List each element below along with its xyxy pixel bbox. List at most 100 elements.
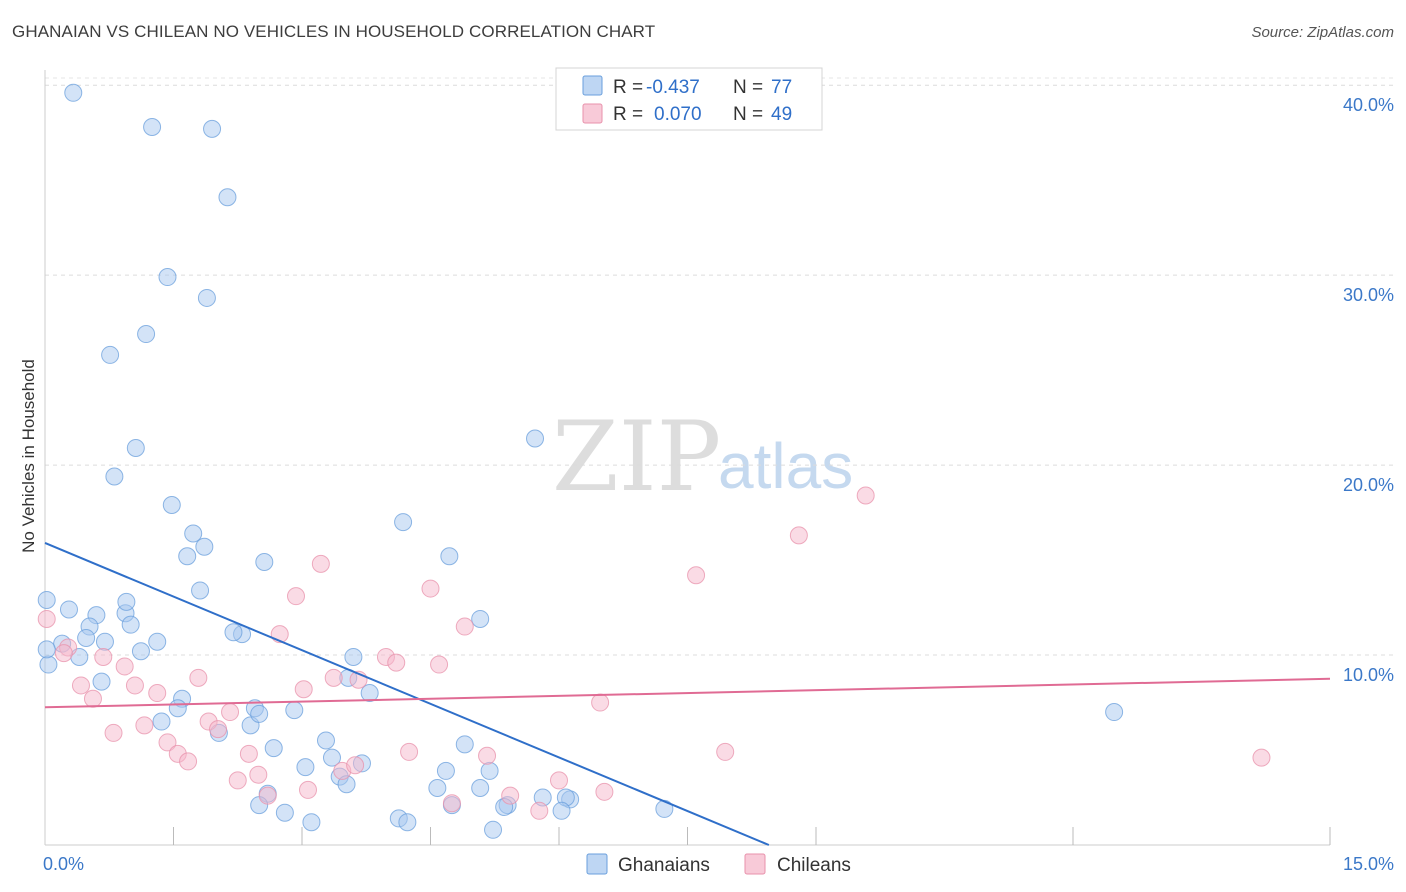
chilean-point [591, 693, 610, 712]
watermark-zip: ZIP [552, 401, 721, 513]
ghanaian-point [394, 513, 413, 532]
ghanaian-point [440, 547, 459, 566]
stats-r-label-ghanaians: R = [613, 77, 643, 98]
chilean-point [595, 782, 614, 801]
y-tick-label: 10.0% [1343, 665, 1394, 685]
chilean-point [158, 733, 177, 752]
stats-r-value-chileans: 0.070 [654, 104, 702, 125]
chilean-point [179, 752, 198, 771]
chilean-point [1252, 748, 1271, 767]
chilean-point [550, 771, 568, 790]
legend-swatch-chileans [744, 853, 766, 875]
chilean-point [856, 486, 875, 505]
ghanaian-point [526, 429, 545, 448]
chilean-point [478, 746, 497, 765]
ghanaian-point [137, 325, 156, 344]
ghanaian-point [255, 552, 274, 571]
stats-n-label-chileans: N = [733, 104, 763, 125]
ghanaian-point [121, 615, 140, 634]
ghanaian-point [184, 524, 203, 543]
chilean-point [421, 579, 440, 598]
chilean-point [298, 780, 317, 799]
chilean-point [115, 657, 134, 676]
chilean-point [530, 801, 549, 820]
y-tick-label: 40.0% [1343, 95, 1394, 115]
ghanaian-point [285, 701, 304, 720]
chilean-point [442, 794, 461, 813]
ghanaian-point [398, 813, 417, 832]
ghanaian-point [131, 642, 150, 661]
chilean-point [249, 765, 268, 784]
stats-r-value-ghanaians: -0.437 [646, 77, 700, 98]
chilean-point [104, 723, 123, 742]
ghanaian-point [37, 590, 56, 609]
x-tick-label: 15.0% [1343, 854, 1394, 874]
chilean-point [125, 676, 144, 695]
stats-swatch-chileans [582, 103, 603, 124]
chilean-point [501, 786, 520, 805]
chart-title: GHANAIAN VS CHILEAN NO VEHICLES IN HOUSE… [12, 22, 656, 41]
ghanaian-point [455, 735, 474, 754]
ghanaian-point [158, 268, 177, 287]
ghanaian-point [168, 699, 187, 718]
chilean-point [430, 655, 449, 674]
ghanaian-point [39, 655, 58, 674]
chilean-point [221, 703, 240, 722]
ghanaian-point [77, 628, 96, 647]
ghanaian-point [552, 801, 571, 820]
chilean-point [687, 566, 706, 585]
chilean-point [37, 609, 56, 628]
chilean-point [387, 653, 406, 672]
ghanaian-point [1105, 703, 1124, 722]
chilean-point [239, 744, 258, 763]
stats-legend: R = -0.437 N = 77 R = 0.070 N = 49 [555, 67, 823, 131]
ghanaian-point [218, 188, 237, 207]
chilean-point [83, 689, 102, 708]
ghanaian-point [152, 712, 171, 731]
ghanaian-point [471, 609, 490, 628]
chilean-point [287, 587, 306, 606]
watermark-atlas: atlas [718, 430, 853, 502]
chilean-point [148, 684, 167, 703]
chilean-point [209, 720, 228, 739]
ghanaian-point [471, 779, 490, 798]
stats-n-label-ghanaians: N = [733, 77, 763, 98]
chilean-point [71, 676, 90, 695]
ghanaian-point [360, 684, 379, 703]
y-tick-label: 30.0% [1343, 285, 1394, 305]
stats-swatch-ghanaians [582, 75, 603, 96]
ghanaian-point [143, 117, 162, 136]
ghanaian-point [64, 83, 83, 102]
ghanaian-point [296, 758, 315, 777]
point-layer [37, 83, 1271, 839]
series-legend: Ghanaians Chileans [586, 853, 851, 876]
ghanaian-point [101, 345, 120, 364]
chilean-point [228, 771, 247, 790]
ghanaian-point [148, 632, 167, 651]
ghanaian-point [322, 748, 341, 767]
chilean-trend-line [44, 677, 1331, 709]
x-tick-label: 0.0% [43, 854, 84, 874]
y-axis-title: No Vehicles in Household [19, 359, 38, 553]
chilean-point [294, 680, 313, 699]
chilean-point [189, 668, 208, 687]
ghanaian-point [275, 803, 294, 822]
chart-source: Source: ZipAtlas.com [1251, 24, 1394, 41]
ghanaian-point [105, 467, 124, 486]
grid-layer [45, 77, 1395, 656]
ghanaian-point [195, 537, 214, 556]
y-tick-label: 20.0% [1343, 475, 1394, 495]
ghanaian-point [178, 547, 197, 566]
ghanaian-point [92, 672, 111, 691]
ghanaian-point [37, 640, 56, 659]
ghanaian-point [117, 592, 136, 611]
chilean-point [54, 644, 73, 663]
ghanaian-point [436, 761, 455, 780]
legend-swatch-ghanaians [586, 853, 608, 875]
ghanaian-point [203, 119, 222, 138]
chilean-point [311, 554, 330, 573]
ghanaian-point [264, 739, 283, 758]
ghanaian-point [224, 623, 243, 642]
ghanaian-point [316, 731, 335, 750]
